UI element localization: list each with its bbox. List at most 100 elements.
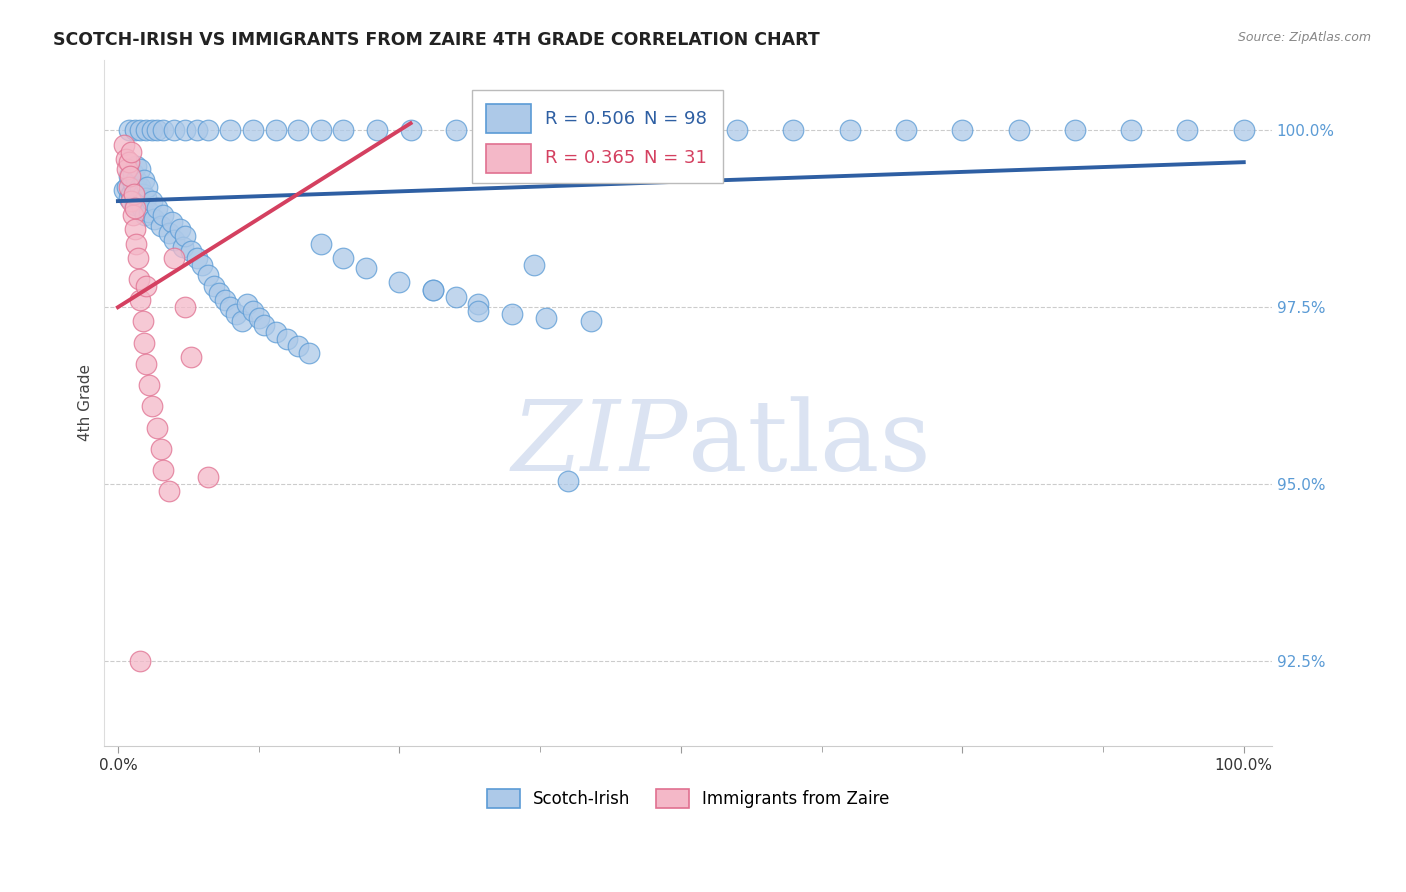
Point <box>174 229 197 244</box>
Point <box>388 276 411 290</box>
Point <box>118 180 141 194</box>
Point <box>157 484 180 499</box>
Y-axis label: 4th Grade: 4th Grade <box>79 364 93 442</box>
Point <box>112 137 135 152</box>
Point <box>444 123 467 137</box>
Point <box>135 357 157 371</box>
Point <box>782 123 804 137</box>
Point <box>214 293 236 307</box>
Point <box>121 208 143 222</box>
Point <box>197 268 219 283</box>
Point <box>242 123 264 137</box>
Point <box>135 279 157 293</box>
Point <box>142 211 165 226</box>
Point <box>287 123 309 137</box>
Point <box>132 335 155 350</box>
Point <box>149 442 172 456</box>
Point <box>127 184 149 198</box>
Point <box>186 123 208 137</box>
Point <box>127 251 149 265</box>
Point <box>523 258 546 272</box>
Text: R = 0.365: R = 0.365 <box>544 150 636 168</box>
Point <box>399 123 422 137</box>
Point <box>197 470 219 484</box>
Point <box>124 201 146 215</box>
Point <box>114 152 136 166</box>
Point <box>129 123 152 137</box>
Point <box>219 123 242 137</box>
Point <box>112 184 135 198</box>
Point <box>134 208 156 222</box>
FancyBboxPatch shape <box>486 104 530 133</box>
Point <box>247 310 270 325</box>
Point <box>152 463 174 477</box>
Legend: Scotch-Irish, Immigrants from Zaire: Scotch-Irish, Immigrants from Zaire <box>479 782 897 814</box>
Point <box>174 123 197 137</box>
Point <box>180 244 202 258</box>
Point <box>669 123 692 137</box>
Text: R = 0.506: R = 0.506 <box>544 110 634 128</box>
Point <box>146 123 169 137</box>
Point <box>122 187 145 202</box>
Point <box>131 314 153 328</box>
Point <box>287 339 309 353</box>
Point <box>128 194 150 208</box>
Text: SCOTCH-IRISH VS IMMIGRANTS FROM ZAIRE 4TH GRADE CORRELATION CHART: SCOTCH-IRISH VS IMMIGRANTS FROM ZAIRE 4T… <box>53 31 820 49</box>
Point <box>174 300 197 314</box>
Point <box>231 314 253 328</box>
Point <box>136 180 159 194</box>
Point <box>422 283 444 297</box>
Point <box>121 177 143 191</box>
Point <box>467 303 489 318</box>
Point <box>135 190 157 204</box>
Point <box>128 272 150 286</box>
Point <box>1063 123 1085 137</box>
Point <box>169 222 191 236</box>
Point <box>186 251 208 265</box>
Point <box>120 187 142 202</box>
Point <box>141 123 163 137</box>
Point <box>124 197 146 211</box>
Point <box>152 208 174 222</box>
Point <box>115 180 138 194</box>
Point <box>579 314 602 328</box>
Point <box>236 296 259 310</box>
Point <box>202 279 225 293</box>
Point <box>534 310 557 325</box>
Point <box>332 123 354 137</box>
Point <box>124 222 146 236</box>
Point <box>1177 123 1199 137</box>
Point <box>118 190 141 204</box>
Point <box>115 162 138 177</box>
Text: ZIP: ZIP <box>512 396 688 491</box>
Point <box>131 187 153 202</box>
Point <box>125 159 148 173</box>
Point <box>191 258 214 272</box>
Point <box>366 123 388 137</box>
Point <box>124 123 146 137</box>
Point <box>118 123 141 137</box>
Point <box>118 169 141 184</box>
Point <box>135 123 157 137</box>
Point <box>354 261 377 276</box>
FancyBboxPatch shape <box>486 144 530 173</box>
Point <box>613 123 636 137</box>
Point <box>163 123 186 137</box>
Point <box>163 233 186 247</box>
Point <box>1233 123 1256 137</box>
Point <box>950 123 973 137</box>
Point <box>138 378 160 392</box>
Text: atlas: atlas <box>688 396 931 491</box>
FancyBboxPatch shape <box>472 90 723 183</box>
Text: N = 31: N = 31 <box>644 150 707 168</box>
Point <box>129 293 152 307</box>
Point <box>557 474 579 488</box>
Point <box>253 318 276 332</box>
Point <box>120 145 142 159</box>
Point <box>1121 123 1143 137</box>
Point <box>146 420 169 434</box>
Point <box>309 236 332 251</box>
Point <box>125 236 148 251</box>
Point <box>557 123 579 137</box>
Point <box>242 303 264 318</box>
